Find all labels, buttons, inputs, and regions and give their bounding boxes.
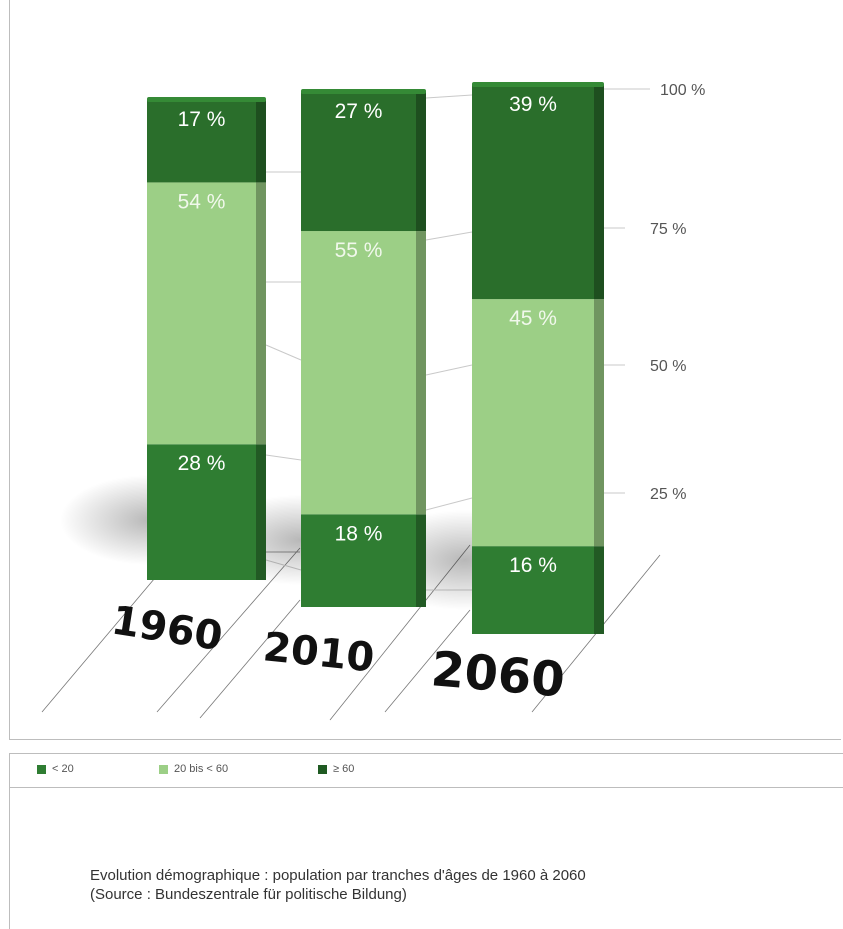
bar-segment-side: [416, 514, 426, 607]
floor-line: [199, 599, 301, 719]
legend-swatch: [37, 764, 46, 774]
gridline: [265, 454, 302, 461]
floor-line: [41, 571, 161, 713]
bar-data-label: 54 %: [178, 190, 226, 213]
bar-segment-side: [256, 444, 266, 580]
bar-segment: [301, 92, 416, 232]
bar-data-label: 45 %: [509, 307, 557, 330]
bar-data-label: 28 %: [178, 452, 226, 475]
bar-segment: [147, 100, 256, 183]
legend-swatch: [159, 764, 168, 774]
bar-segment: [301, 231, 416, 515]
category-labels: 1960 2010 2060: [108, 597, 566, 708]
y-tick-label: 25 %: [650, 486, 686, 503]
bar-data-label: 39 %: [509, 93, 557, 116]
floor-line: [384, 609, 471, 713]
bar-segment-side: [256, 100, 266, 183]
legend-label: 20 bis < 60: [174, 763, 229, 775]
legend-item-under-20: < 20: [37, 763, 74, 775]
bar-2010: 18 % 55 % 27 %: [301, 89, 426, 607]
gridline: [425, 364, 473, 376]
bar-segment-side: [416, 92, 426, 232]
bar-segment: [301, 514, 416, 607]
category-label: 2010: [261, 624, 377, 681]
gridline: [425, 231, 473, 241]
chart-caption: Evolution démographique : population par…: [90, 867, 586, 884]
legend-item-60-plus: ≥ 60: [318, 763, 354, 775]
bar-segment: [472, 85, 594, 300]
bar-segment: [472, 546, 594, 634]
bar-data-label: 27 %: [335, 100, 383, 123]
bar-data-label: 16 %: [509, 554, 557, 577]
bar-segment: [147, 444, 256, 580]
y-tick-label: 100 %: [660, 82, 705, 99]
bar-segment-side: [594, 299, 604, 547]
legend-label: ≥ 60: [333, 763, 355, 775]
y-tick-label: 50 %: [650, 358, 686, 375]
gridline: [425, 497, 473, 511]
bar-top: [147, 97, 266, 102]
legend: < 20 20 bis < 60 ≥ 60: [9, 753, 843, 788]
gridline: [425, 94, 473, 99]
bar-data-label: 17 %: [178, 108, 226, 131]
chart-source: (Source : Bundeszentrale für politische …: [90, 886, 407, 903]
bar-data-label: 18 %: [335, 522, 383, 545]
legend-label: < 20: [52, 763, 74, 775]
category-label: 1960: [108, 597, 225, 660]
chart-panel: [9, 0, 841, 740]
bar-segment: [472, 299, 594, 547]
bar-segment-side: [594, 85, 604, 300]
y-axis-ticks: 25 % 50 % 75 % 100 %: [650, 82, 705, 503]
bar-segment: [147, 182, 256, 445]
legend-swatch: [318, 764, 327, 774]
category-label: 2060: [429, 641, 567, 708]
caption-box: Evolution démographique : population par…: [9, 788, 843, 929]
bar-top: [472, 82, 604, 87]
bar-top: [301, 89, 426, 94]
bars: 28 % 54 % 17 % 18 % 55 % 27 % 16 % 45 % 39 %: [147, 82, 604, 634]
bar-1960: 28 % 54 % 17 %: [147, 97, 266, 580]
stacked-bar-chart: 28 % 54 % 17 % 18 % 55 % 27 % 16 % 45 % 39 % 25 …: [41, 82, 705, 721]
bar-2060: 16 % 45 % 39 %: [472, 82, 604, 634]
bar-segment-side: [416, 231, 426, 515]
y-tick-label: 75 %: [650, 221, 686, 238]
bar-segment-side: [594, 546, 604, 634]
legend-item-20-to-60: 20 bis < 60: [159, 763, 228, 775]
bar-segment-side: [256, 182, 266, 445]
gridline: [265, 344, 302, 361]
bar-data-label: 55 %: [335, 239, 383, 262]
